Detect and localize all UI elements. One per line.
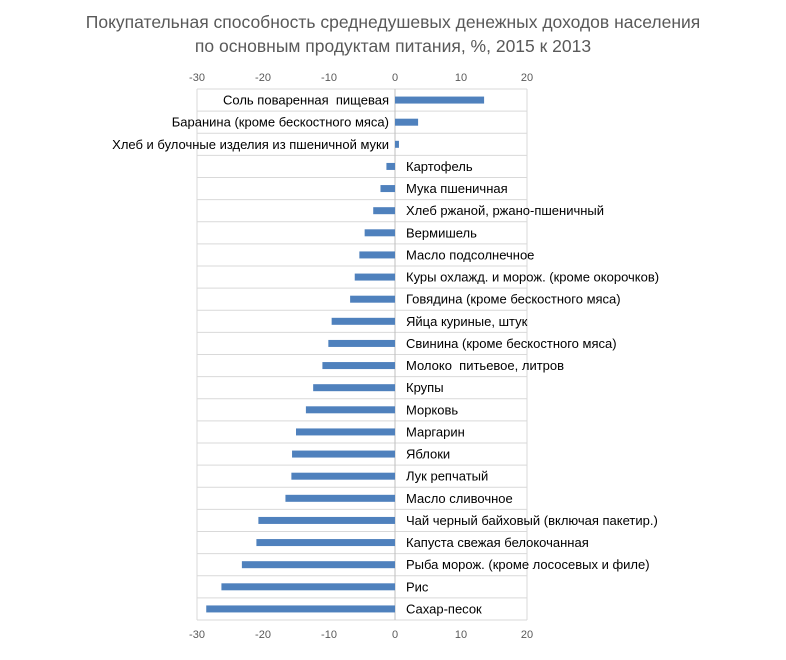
category-label: Лук репчатый [406,469,488,484]
category-label: Сахар-песок [406,601,482,616]
bar [380,185,395,193]
category-label: Масло сливочное [406,491,513,506]
category-label: Капуста свежая белокочанная [406,535,589,550]
bar [359,251,395,259]
x-tick-label-bottom: 10 [455,629,467,641]
chart-subtitle: по основным продуктам питания, %, 2015 к… [194,36,592,56]
bar [241,561,395,569]
chart-title: Покупательная способность среднедушевых … [85,12,701,32]
category-label: Яблоки [406,447,450,462]
bar [328,339,395,347]
x-tick-label-top: 10 [455,72,467,84]
bar [322,362,395,370]
bar [395,140,399,148]
bar [395,118,419,126]
bar [285,494,395,502]
category-label: Яйца куриные, штук [406,314,528,329]
x-tick-label-top: -20 [255,72,271,84]
x-tick-label-top: 20 [521,72,533,84]
x-tick-label-bottom: -20 [255,629,271,641]
bar [350,295,395,303]
x-tick-label-bottom: -30 [189,629,205,641]
category-label: Говядина (кроме бескостного мяса) [406,292,621,307]
bar [291,472,395,480]
category-label: Морковь [406,402,458,417]
bar [364,229,395,237]
category-label: Масло подсолнечное [406,247,534,262]
bar [395,96,485,104]
bar [256,539,395,547]
category-label: Маргарин [406,424,465,439]
bar [258,516,395,524]
category-label: Крупы [406,380,444,395]
category-label: Рис [406,579,429,594]
x-tick-label-bottom: 20 [521,629,533,641]
bar [354,273,395,281]
bar [206,605,395,613]
category-label: Картофель [406,159,473,174]
bar [221,583,395,591]
category-label: Хлеб и булочные изделия из пшеничной мук… [112,137,389,152]
x-tick-label-top: 0 [392,72,398,84]
category-label: Соль поваренная пищевая [223,93,389,108]
category-label: Молоко питьевое, литров [406,358,564,373]
bar [386,162,395,170]
x-tick-label-bottom: -10 [321,629,337,641]
bar [313,384,395,392]
chart-title-block: Покупательная способность среднедушевых … [0,10,786,58]
x-tick-label-bottom: 0 [392,629,398,641]
category-label: Чай черный байховый (включая пакетир.) [406,513,658,528]
x-tick-label-top: -10 [321,72,337,84]
category-label: Свинина (кроме бескостного мяса) [406,336,617,351]
category-label: Рыба морож. (кроме лососевых и филе) [406,557,650,572]
bar [373,207,395,215]
category-label: Хлеб ржаной, ржано-пшеничный [406,203,604,218]
category-label: Баранина (кроме бескостного мяса) [172,115,389,130]
category-label: Вермишель [406,225,477,240]
bar [305,406,395,414]
bar [292,450,395,458]
bar [296,428,395,436]
bar [331,317,395,325]
x-tick-label-top: -30 [189,72,205,84]
category-label: Куры охлажд. и морож. (кроме окорочков) [406,270,659,285]
category-label: Мука пшеничная [406,181,508,196]
